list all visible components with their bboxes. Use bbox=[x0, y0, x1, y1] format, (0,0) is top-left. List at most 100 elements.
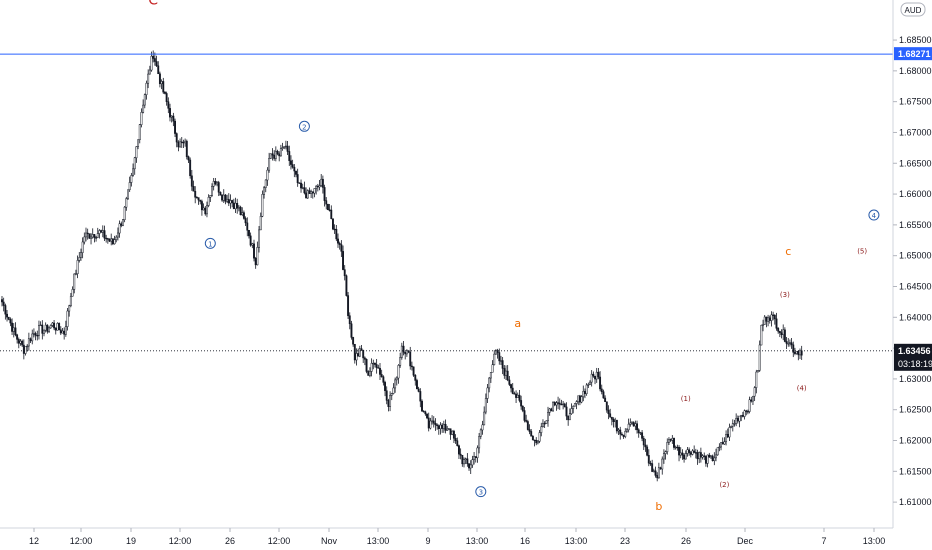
time-axis[interactable]: 12 12:00 19 12:00 26 12:00 Nov 13:00 9 13:00 16 13:… bbox=[29, 528, 885, 546]
candle bbox=[471, 455, 474, 468]
candle bbox=[110, 233, 113, 246]
candle bbox=[634, 420, 637, 431]
candle bbox=[427, 412, 430, 432]
candle bbox=[340, 240, 343, 258]
candle bbox=[790, 338, 793, 349]
candle bbox=[358, 345, 361, 358]
currency-badge[interactable]: AUD bbox=[900, 2, 926, 17]
candle bbox=[773, 314, 776, 325]
wave-label: C bbox=[148, 0, 158, 9]
candle bbox=[4, 303, 7, 320]
candle bbox=[589, 380, 591, 385]
candle bbox=[138, 124, 141, 144]
x-tick-label: Nov bbox=[321, 536, 338, 546]
candle bbox=[715, 448, 717, 462]
candle bbox=[641, 429, 644, 442]
candle bbox=[681, 449, 684, 460]
candle bbox=[41, 320, 44, 340]
wave-label: a bbox=[514, 317, 521, 330]
candle bbox=[698, 451, 701, 464]
candle bbox=[424, 410, 427, 416]
candle bbox=[775, 312, 778, 331]
y-tick-label: 1.61000 bbox=[899, 497, 932, 507]
candle bbox=[489, 372, 492, 383]
y-tick-label: 1.64500 bbox=[899, 281, 932, 291]
candle bbox=[730, 425, 733, 429]
candle bbox=[624, 428, 627, 439]
candle bbox=[58, 322, 61, 331]
candle bbox=[395, 376, 398, 386]
candle bbox=[510, 383, 512, 393]
candle bbox=[794, 347, 796, 356]
candle bbox=[39, 321, 42, 327]
candle bbox=[547, 406, 549, 427]
candle bbox=[777, 327, 780, 334]
candle bbox=[528, 424, 531, 435]
candle bbox=[414, 374, 417, 386]
candle bbox=[703, 452, 706, 461]
candle bbox=[253, 239, 255, 262]
candle bbox=[567, 415, 570, 426]
candle bbox=[416, 378, 418, 390]
candle bbox=[59, 326, 62, 336]
candle bbox=[295, 170, 297, 178]
last-price-label: 1.63456 bbox=[898, 346, 931, 356]
candle bbox=[170, 115, 173, 123]
y-tick-label: 1.68000 bbox=[899, 66, 932, 76]
candle bbox=[760, 324, 763, 346]
resistance-price-tag[interactable]: 1.68271 bbox=[894, 47, 932, 61]
candle bbox=[563, 402, 566, 408]
candle bbox=[38, 320, 40, 340]
candle bbox=[419, 388, 422, 408]
candle bbox=[288, 145, 291, 166]
x-tick-label: 26 bbox=[681, 536, 691, 546]
candle bbox=[723, 437, 726, 445]
candle bbox=[710, 455, 712, 459]
candle bbox=[34, 331, 37, 341]
candle bbox=[310, 189, 313, 198]
candle bbox=[145, 80, 148, 100]
candle bbox=[765, 316, 768, 328]
candle bbox=[463, 457, 465, 468]
candle bbox=[552, 401, 554, 412]
candle bbox=[375, 358, 378, 374]
candle bbox=[500, 355, 502, 365]
candle bbox=[11, 318, 14, 336]
candle bbox=[71, 286, 74, 297]
candle bbox=[64, 320, 67, 337]
candle bbox=[441, 423, 444, 433]
candle bbox=[108, 238, 111, 243]
candle bbox=[694, 448, 697, 459]
candle bbox=[657, 462, 660, 479]
last-price-tag[interactable]: 1.63456 03:18:19 bbox=[894, 343, 932, 371]
candle bbox=[246, 217, 249, 237]
candle bbox=[242, 210, 245, 220]
candle bbox=[91, 228, 94, 239]
x-tick-label: 26 bbox=[225, 536, 235, 546]
candle bbox=[122, 218, 124, 227]
candle bbox=[303, 181, 306, 195]
candle bbox=[770, 311, 773, 327]
candle bbox=[387, 398, 390, 412]
candle bbox=[227, 193, 230, 207]
candle bbox=[605, 401, 608, 413]
x-tick-label: 7 bbox=[821, 536, 826, 546]
candle bbox=[426, 413, 428, 420]
candle bbox=[486, 383, 489, 404]
candle bbox=[263, 186, 266, 199]
candle bbox=[620, 432, 623, 436]
candle bbox=[296, 168, 299, 187]
candle bbox=[239, 205, 242, 216]
candle bbox=[153, 52, 156, 66]
candle bbox=[51, 321, 54, 328]
candle bbox=[229, 194, 232, 209]
candle bbox=[750, 396, 753, 403]
candle bbox=[385, 386, 388, 405]
candle bbox=[535, 437, 538, 446]
candle bbox=[179, 138, 182, 148]
price-axis[interactable]: 1.68500 1.68000 1.67500 1.67000 1.66500 1.660… bbox=[893, 35, 932, 507]
candle bbox=[347, 292, 350, 320]
candle bbox=[155, 55, 158, 67]
candle bbox=[256, 241, 259, 266]
